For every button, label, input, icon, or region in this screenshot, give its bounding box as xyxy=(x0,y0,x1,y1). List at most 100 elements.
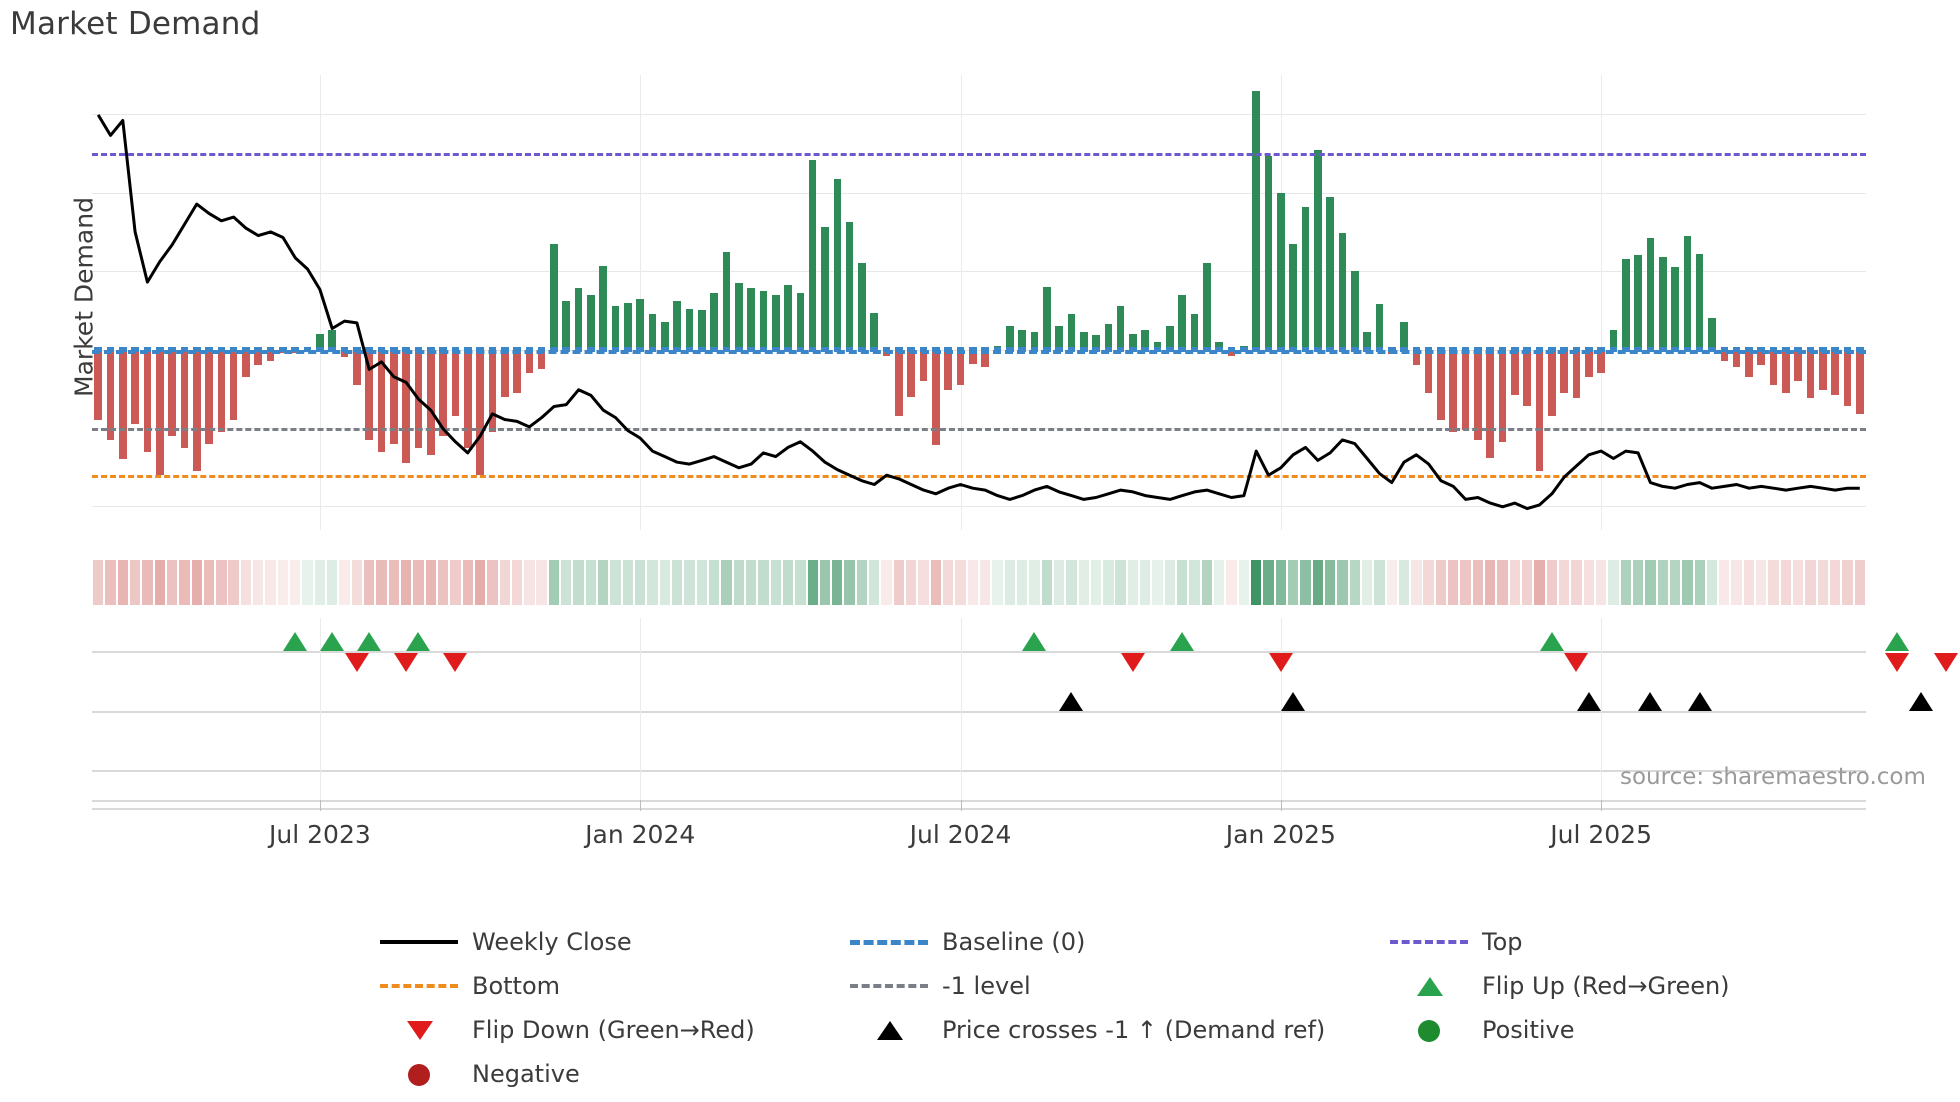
line-dashed-icon xyxy=(850,973,928,999)
demand-bar-negative xyxy=(1769,349,1778,385)
heat-cell-positive xyxy=(1214,560,1225,605)
price-cross-marker xyxy=(1281,692,1306,711)
legend-item[interactable]: Bottom xyxy=(380,972,850,1000)
demand-bar-positive xyxy=(1277,192,1285,350)
x-axis: Jul 2023 Jan 2024 Jul 2024 Jan 2025 Jul 2025 xyxy=(92,800,1866,870)
flip-down-marker xyxy=(1268,653,1293,672)
demand-bar-positive xyxy=(636,298,645,350)
demand-bar-negative xyxy=(1732,349,1741,367)
heat-cell-negative xyxy=(364,560,375,605)
heat-cell-positive xyxy=(1004,560,1015,605)
legend-item-label: Flip Down (Green→Red) xyxy=(472,1016,755,1044)
demand-bar-negative xyxy=(155,349,164,476)
demand-bar-negative xyxy=(1831,349,1839,396)
flip-up-marker xyxy=(1170,632,1195,651)
heat-cell-negative xyxy=(1768,560,1779,605)
flip-up-marker xyxy=(1539,632,1564,651)
demand-bar-positive xyxy=(1215,341,1224,350)
demand-bar-negative xyxy=(907,349,916,397)
demand-bar-negative xyxy=(365,349,373,440)
heat-cell-positive xyxy=(819,560,831,605)
legend-item-label: Baseline (0) xyxy=(942,928,1086,956)
legend-item[interactable]: Price crosses -1 ↑ (Demand ref) xyxy=(850,1016,1390,1044)
demand-bar-positive xyxy=(1313,149,1322,350)
flip-up-marker xyxy=(320,632,345,651)
heat-cell-negative xyxy=(955,560,966,605)
demand-bar-positive xyxy=(1326,196,1334,350)
heat-cell-negative xyxy=(277,560,289,605)
page-title: Market Demand xyxy=(10,6,261,42)
heat-cell-negative xyxy=(437,560,449,605)
heat-cell-negative xyxy=(179,560,190,605)
demand-bar-negative xyxy=(1523,349,1532,407)
heat-cell-positive xyxy=(647,560,658,605)
heat-cell-positive xyxy=(314,560,326,605)
x-axis-tick-mark xyxy=(640,800,642,811)
flip-up-marker xyxy=(406,632,431,651)
demand-bar-negative xyxy=(1548,349,1556,417)
flip-down-marker xyxy=(1934,653,1959,672)
demand-bar-positive xyxy=(599,265,608,350)
demand-bar-positive xyxy=(328,329,337,350)
x-axis-tick-label: Jul 2024 xyxy=(909,820,1012,849)
gridline-horizontal xyxy=(92,114,1866,116)
heat-cell-positive xyxy=(1657,560,1668,605)
heat-cell-positive xyxy=(1078,560,1089,605)
demand-bar-negative xyxy=(1486,349,1495,458)
heat-cell-negative xyxy=(1423,560,1434,605)
heat-cell-positive xyxy=(1694,560,1705,605)
heat-cell-negative xyxy=(413,560,424,605)
legend-item[interactable]: Top xyxy=(1390,928,1700,956)
heat-cell-positive xyxy=(1645,560,1656,605)
x-axis-tick-label: Jul 2023 xyxy=(269,820,371,849)
gridline-vertical xyxy=(1601,75,1603,530)
demand-bar-negative xyxy=(1412,349,1421,366)
legend-item[interactable]: -1 level xyxy=(850,972,1390,1000)
x-axis-tick-mark xyxy=(1280,800,1282,811)
marker-row-axis xyxy=(92,651,1866,653)
legend-item[interactable]: Flip Up (Red→Green) xyxy=(1390,972,1730,1000)
gridline-vertical xyxy=(1601,618,1603,808)
legend-item[interactable]: Weekly Close xyxy=(380,928,850,956)
weekly-close-path xyxy=(96,114,1860,511)
x-axis-line xyxy=(92,800,1866,802)
demand-bar-negative xyxy=(1794,349,1803,381)
demand-bar-positive xyxy=(747,288,755,350)
heat-cell-negative xyxy=(1719,560,1730,605)
heat-cell-negative xyxy=(930,560,942,605)
heat-cell-negative xyxy=(228,560,239,605)
legend-item[interactable]: Negative xyxy=(380,1060,850,1088)
heat-cell-negative xyxy=(105,560,116,605)
legend-item[interactable]: Positive xyxy=(1390,1016,1700,1044)
demand-bar-negative xyxy=(1720,349,1729,362)
heat-cell-negative xyxy=(511,560,523,605)
flip-up-marker xyxy=(283,632,308,651)
legend-item[interactable]: Baseline (0) xyxy=(850,928,1390,956)
demand-bar-negative xyxy=(451,349,460,417)
heat-cell-positive xyxy=(844,560,855,605)
demand-bar-positive xyxy=(1079,332,1088,350)
heat-cell-positive xyxy=(696,560,707,605)
heat-cell-positive xyxy=(832,560,843,605)
reference-line--1-level xyxy=(92,428,1866,432)
marker-rows xyxy=(92,618,1959,810)
heat-cell-negative xyxy=(918,560,929,605)
gridline-horizontal xyxy=(92,271,1866,273)
heat-cell-positive xyxy=(671,560,683,605)
heat-cell-positive xyxy=(1682,560,1693,605)
heat-cell-negative xyxy=(893,560,905,605)
legend-item[interactable]: Flip Down (Green→Red) xyxy=(380,1016,850,1044)
legend-item-label: Top xyxy=(1482,928,1523,956)
demand-bar-negative xyxy=(1782,349,1790,393)
demand-bar-positive xyxy=(611,306,620,350)
heat-cell-positive xyxy=(1275,560,1286,605)
demand-bar-negative xyxy=(1757,349,1766,366)
heat-cell-negative xyxy=(1571,560,1582,605)
heat-cell-negative xyxy=(117,560,128,605)
demand-bar-positive xyxy=(1116,306,1125,350)
heat-cell-positive xyxy=(1398,560,1410,605)
demand-bar-negative xyxy=(1819,349,1827,391)
demand-bar-positive xyxy=(1375,304,1384,350)
demand-bar-positive xyxy=(1658,257,1667,350)
flip-down-marker xyxy=(1884,653,1909,672)
